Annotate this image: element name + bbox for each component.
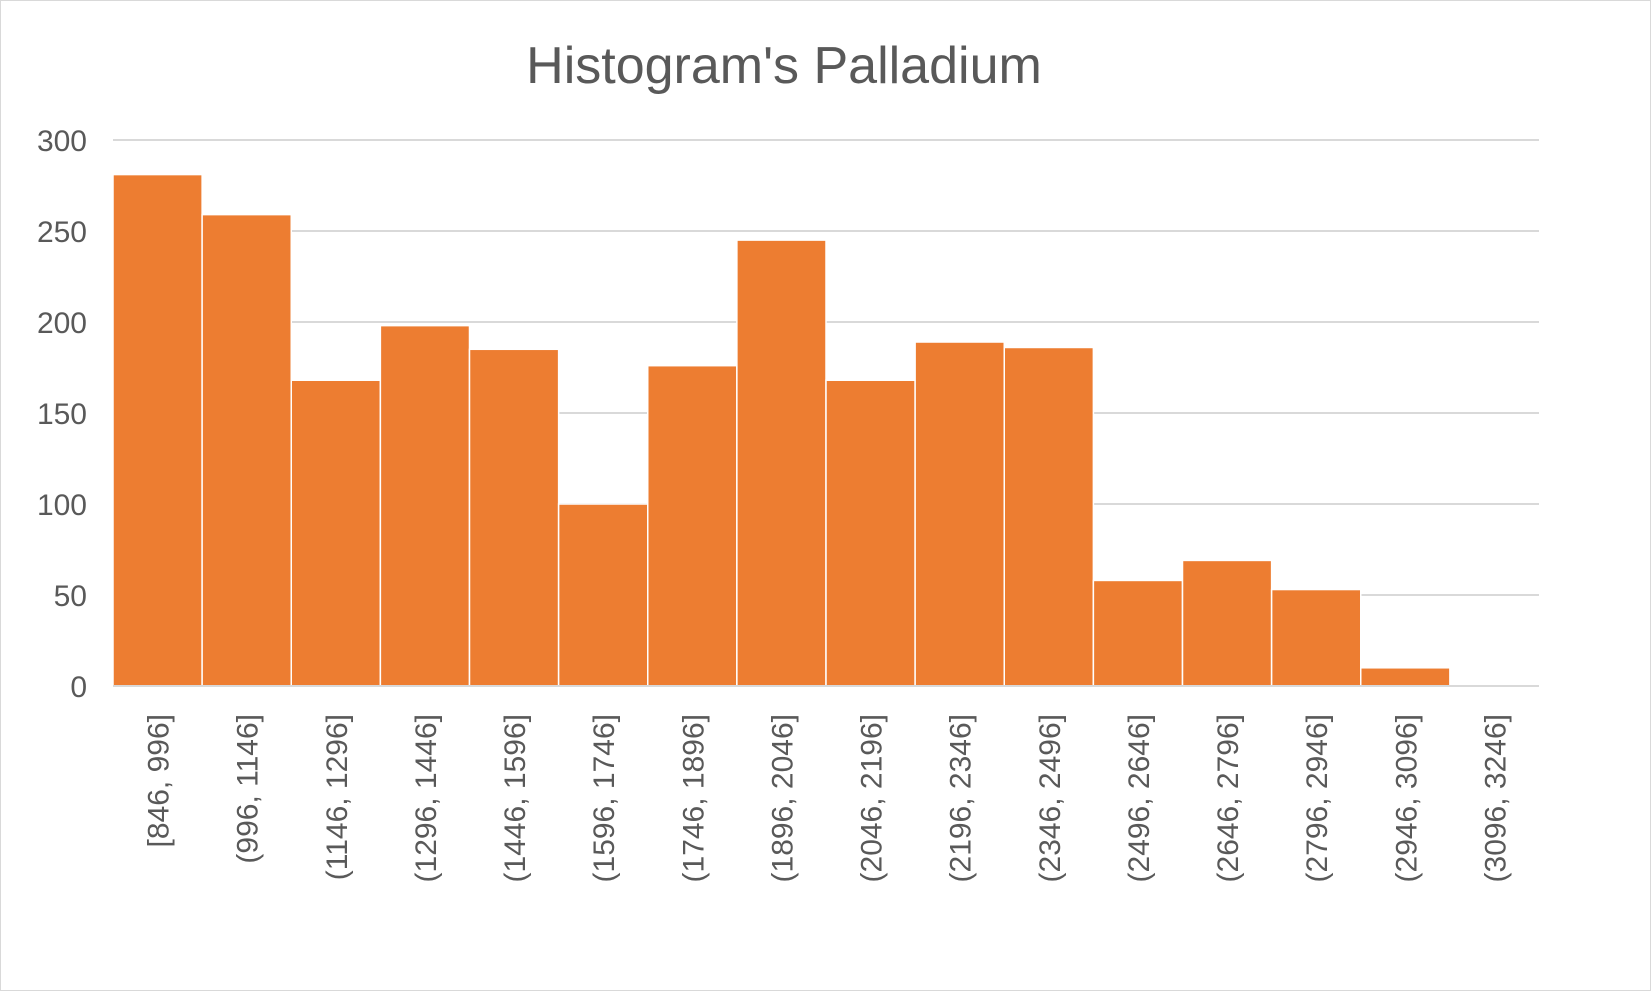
x-tick-label: (2796, 2946] bbox=[1301, 714, 1334, 882]
x-tick-label: (1146, 1296] bbox=[321, 714, 354, 880]
x-tick-label: (2346, 2496] bbox=[1034, 714, 1067, 882]
histogram-bar bbox=[379, 324, 471, 687]
histogram-bar bbox=[112, 173, 203, 687]
histogram-bar bbox=[1270, 588, 1362, 687]
histogram-bar bbox=[1003, 346, 1095, 687]
x-axis-ticks: [846, 996] (996, 1146] (1146, 1296] (1296, … bbox=[143, 714, 1513, 882]
x-tick-label: (1596, 1746] bbox=[588, 714, 621, 882]
y-tick-label: 0 bbox=[70, 671, 87, 704]
x-tick-label: (2646, 2796] bbox=[1212, 714, 1245, 882]
y-tick-label: 100 bbox=[37, 489, 87, 522]
x-tick-label: (2046, 2196] bbox=[856, 714, 889, 882]
histogram-bar bbox=[468, 348, 560, 687]
y-axis-ticks: 0 50 100 150 200 250 300 bbox=[37, 125, 87, 704]
histogram-bar bbox=[201, 213, 292, 687]
x-tick-label: (996, 1146] bbox=[232, 714, 265, 864]
x-tick-label: (1446, 1596] bbox=[499, 714, 532, 882]
y-tick-label: 50 bbox=[54, 580, 87, 613]
y-tick-label: 200 bbox=[37, 307, 87, 340]
x-tick-label: (2496, 2646] bbox=[1123, 714, 1156, 882]
histogram-bar bbox=[736, 239, 827, 687]
histogram-bar bbox=[825, 379, 916, 687]
x-tick-label: [846, 996] bbox=[143, 714, 176, 847]
y-tick-label: 150 bbox=[37, 398, 87, 431]
histogram-bar bbox=[1360, 667, 1451, 687]
histogram-bar bbox=[647, 364, 738, 687]
histogram-bar bbox=[914, 341, 1005, 687]
histogram-bar bbox=[1092, 579, 1184, 687]
histogram-bar bbox=[1181, 559, 1273, 687]
x-tick-label: (1896, 2046] bbox=[766, 714, 799, 882]
histogram-bar bbox=[290, 379, 382, 687]
histogram-bar bbox=[557, 503, 649, 687]
y-tick-label: 300 bbox=[37, 125, 87, 158]
x-tick-label: (2946, 3096] bbox=[1390, 714, 1423, 882]
x-tick-label: (1296, 1446] bbox=[410, 714, 443, 882]
y-tick-label: 250 bbox=[37, 216, 87, 249]
x-tick-label: (1746, 1896] bbox=[677, 714, 710, 882]
chart-title: Histogram's Palladium bbox=[526, 37, 1042, 95]
x-tick-label: (2196, 2346] bbox=[945, 714, 978, 882]
bars bbox=[112, 173, 1451, 687]
x-tick-label: (3096, 3246] bbox=[1479, 714, 1512, 882]
